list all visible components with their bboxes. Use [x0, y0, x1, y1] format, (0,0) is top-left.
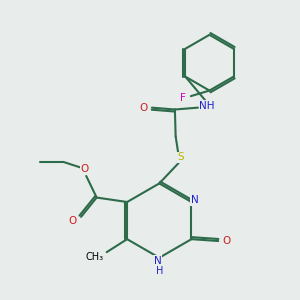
Text: O: O — [222, 236, 230, 246]
Text: N: N — [190, 195, 198, 205]
Text: S: S — [177, 152, 184, 162]
Text: O: O — [140, 103, 148, 112]
Text: NH: NH — [200, 101, 215, 111]
Text: O: O — [69, 216, 77, 226]
Text: O: O — [80, 164, 88, 174]
Text: CH₃: CH₃ — [86, 252, 104, 262]
Text: N: N — [154, 256, 161, 266]
Text: H: H — [156, 266, 163, 276]
Text: F: F — [180, 93, 186, 103]
